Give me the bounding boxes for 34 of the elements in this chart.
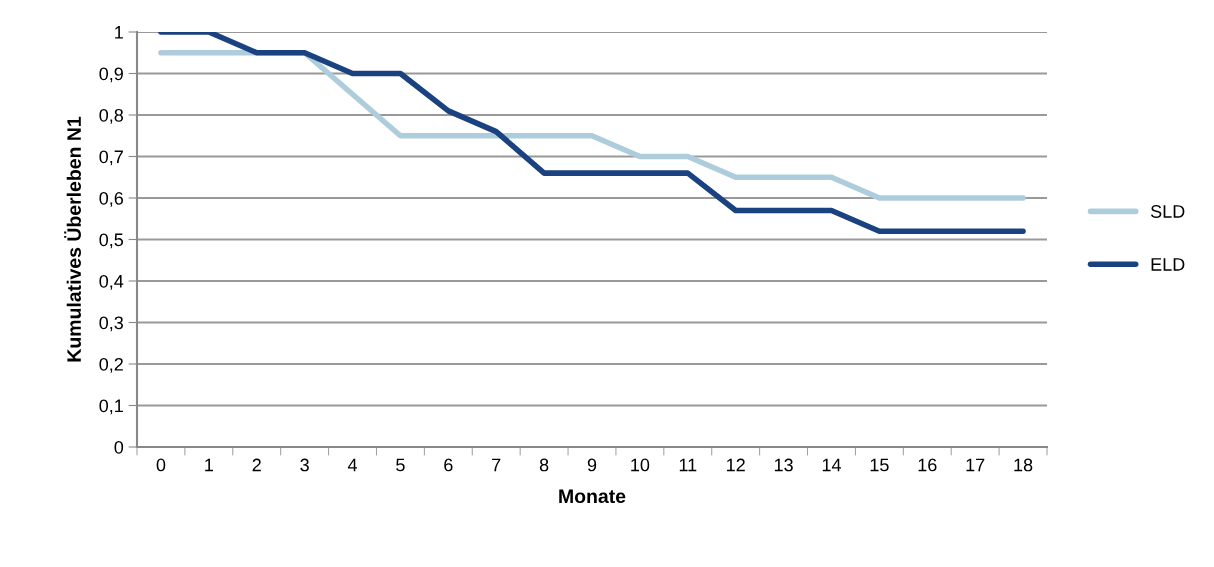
x-tick-label: 4 <box>347 458 358 472</box>
x-tick-label: 15 <box>870 458 889 472</box>
y-tick-label: 1 <box>115 26 123 39</box>
x-tick-label: 9 <box>587 458 597 472</box>
y-tick-label: 0,3 <box>99 316 124 332</box>
y-tick-label: 0 <box>114 440 124 454</box>
x-tick-label: 3 <box>300 458 309 472</box>
x-tick-label: 7 <box>492 458 501 472</box>
y-tick-label: 0,1 <box>99 399 123 415</box>
x-tick-label: 18 <box>1014 458 1033 472</box>
legend-label: SLD <box>1150 205 1185 218</box>
x-tick-label: 16 <box>918 458 937 472</box>
x-tick-label: 8 <box>539 458 549 472</box>
y-tick-label: 0,8 <box>99 108 124 124</box>
legend-label: ELD <box>1151 258 1185 271</box>
x-tick-label: 6 <box>444 458 453 472</box>
y-tick-label: 0,4 <box>99 274 124 290</box>
y-tick-label: 0,7 <box>99 150 123 166</box>
x-tick-label: 14 <box>822 458 841 472</box>
y-tick-label: 0,6 <box>99 191 124 207</box>
x-tick-label: 5 <box>396 458 405 472</box>
y-tick-label: 0,9 <box>99 67 123 83</box>
x-tick-label: 0 <box>156 458 166 472</box>
x-tick-label: 13 <box>774 458 793 472</box>
x-tick-label: 12 <box>727 458 745 472</box>
x-tick-label: 11 <box>679 458 697 472</box>
x-tick-label: 10 <box>631 458 650 472</box>
x-axis-title: Monate <box>559 489 626 504</box>
x-tick-label: 2 <box>252 458 261 472</box>
y-tick-label: 0,5 <box>99 233 124 249</box>
y-tick-label: 0,2 <box>99 357 123 373</box>
y-axis-title: Kumulatives Überleben N1 <box>64 116 81 362</box>
x-tick-label: 1 <box>205 458 213 472</box>
x-tick-label: 17 <box>966 458 985 472</box>
